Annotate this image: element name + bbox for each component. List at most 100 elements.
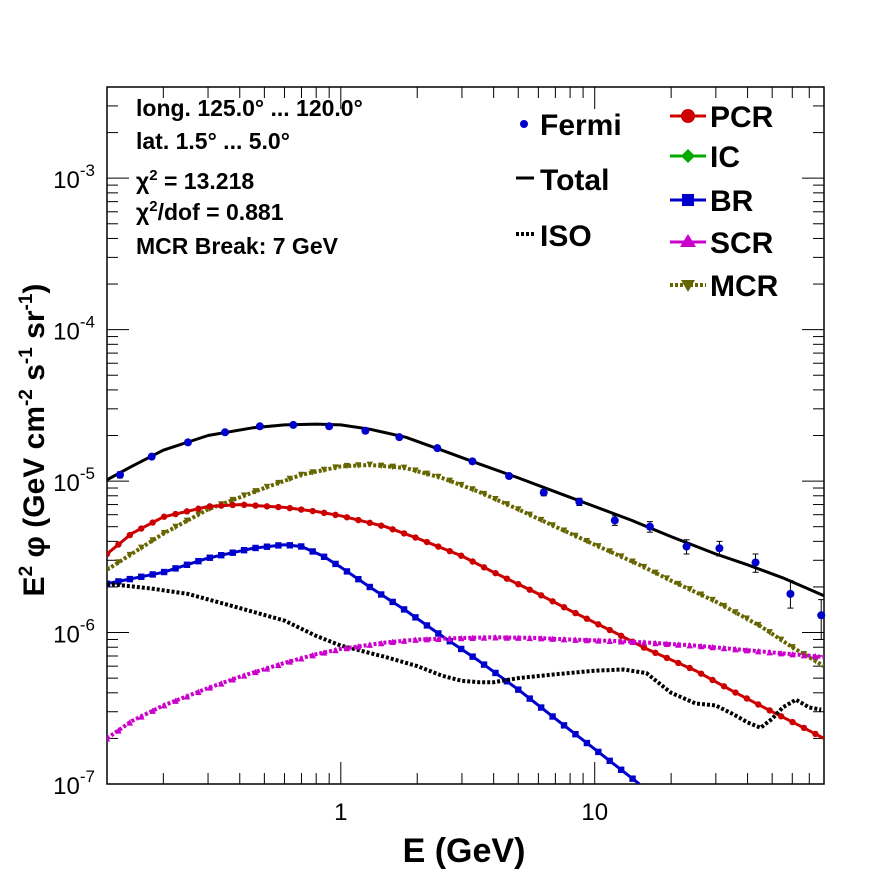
marker-scr <box>138 713 145 720</box>
fermi-point <box>682 542 691 551</box>
legend-fermi: Fermi <box>520 109 622 142</box>
marker-br <box>149 571 156 578</box>
marker-br <box>229 549 236 556</box>
marker-pcr <box>697 670 705 677</box>
marker-mcr <box>400 464 408 472</box>
marker-br <box>492 669 499 677</box>
marker-scr <box>549 635 556 642</box>
marker-scr <box>720 644 728 652</box>
marker-scr <box>263 665 271 672</box>
marker-br <box>206 554 214 561</box>
marker-mcr <box>298 471 305 479</box>
marker-pcr <box>549 598 556 605</box>
marker-pcr <box>755 701 762 708</box>
marker-mcr <box>263 483 271 491</box>
marker-scr <box>697 642 705 650</box>
marker-br <box>606 757 613 765</box>
marker-pcr <box>583 615 591 622</box>
svg-text:PCR: PCR <box>710 101 774 134</box>
marker-pcr <box>400 530 408 537</box>
marker-pcr <box>595 621 602 628</box>
marker-pcr <box>469 558 476 565</box>
marker-pcr <box>366 519 373 527</box>
marker-scr <box>640 639 648 646</box>
marker-scr <box>560 635 568 643</box>
marker-pcr <box>446 547 453 555</box>
marker-scr <box>435 635 442 642</box>
marker-mcr <box>675 580 682 588</box>
marker-br <box>389 598 396 606</box>
marker-pcr <box>766 707 773 714</box>
marker-scr <box>309 651 316 659</box>
marker-scr <box>412 636 419 643</box>
marker-scr <box>218 680 225 687</box>
marker-pcr <box>560 604 568 611</box>
marker-br <box>195 557 202 565</box>
marker-br <box>560 722 568 729</box>
marker-mcr <box>275 479 282 487</box>
marker-br <box>457 645 465 653</box>
marker-scr <box>732 645 739 653</box>
marker-mcr <box>412 467 419 474</box>
marker-br <box>355 575 362 583</box>
marker-mcr <box>366 461 373 469</box>
fermi-point <box>221 428 230 437</box>
marker-scr <box>469 634 476 641</box>
y-tick-label: 10-6 <box>53 616 95 649</box>
marker-mcr <box>423 470 431 478</box>
marker-scr <box>389 638 396 645</box>
marker-scr <box>172 697 179 704</box>
info-longitude: long. 125.0° ... 120.0° <box>136 95 363 121</box>
marker-br <box>617 766 625 773</box>
x-tick-label: 1 <box>334 799 347 826</box>
marker-scr <box>617 638 625 645</box>
y-tick-label: 10-4 <box>53 313 95 346</box>
x-tick-label: 10 <box>581 799 608 826</box>
marker-br <box>412 614 419 621</box>
marker-mcr <box>320 466 328 474</box>
marker-br <box>298 543 305 550</box>
marker-scr <box>366 641 373 648</box>
marker-mcr <box>435 473 442 481</box>
marker-mcr <box>617 553 625 560</box>
marker-mcr <box>743 615 751 622</box>
marker-br <box>275 542 282 549</box>
marker-scr <box>252 668 259 676</box>
marker-mcr <box>686 586 693 593</box>
marker-scr <box>378 639 385 647</box>
fermi-point <box>505 472 514 481</box>
fermi-point <box>817 611 826 620</box>
svg-text:BR: BR <box>710 185 754 218</box>
marker-br <box>343 568 351 575</box>
marker-mcr <box>583 537 591 545</box>
marker-scr <box>423 635 431 643</box>
marker-mcr <box>160 529 168 537</box>
svg-text:ISO: ISO <box>540 220 592 253</box>
marker-pcr <box>675 659 682 667</box>
marker-mcr <box>457 481 465 489</box>
marker-pcr <box>160 513 168 520</box>
marker-pcr <box>252 502 259 509</box>
marker-pcr <box>320 509 328 517</box>
marker-pcr <box>183 508 191 515</box>
marker-scr <box>355 643 362 650</box>
marker-br <box>537 704 545 711</box>
marker-br <box>378 591 385 598</box>
marker-scr <box>480 634 488 641</box>
info-chi2-dof: χ2/dof = 0.881 <box>136 198 284 225</box>
marker-pcr <box>492 569 499 577</box>
marker-scr <box>400 637 408 644</box>
marker-scr <box>675 641 682 648</box>
marker-pcr <box>389 526 396 533</box>
marker-mcr <box>286 475 294 483</box>
fermi-point <box>147 452 156 461</box>
marker-br <box>240 546 248 554</box>
legend-mcr: MCR <box>670 270 779 303</box>
marker-pcr <box>378 522 385 529</box>
marker-mcr <box>663 575 671 582</box>
svg-text:E2 φ (GeV cm-2 s-1 sr-1): E2 φ (GeV cm-2 s-1 sr-1) <box>16 284 51 597</box>
marker-pcr <box>275 503 282 511</box>
marker-mcr <box>389 463 396 471</box>
marker-pcr <box>309 507 316 515</box>
marker-pcr <box>652 649 659 657</box>
